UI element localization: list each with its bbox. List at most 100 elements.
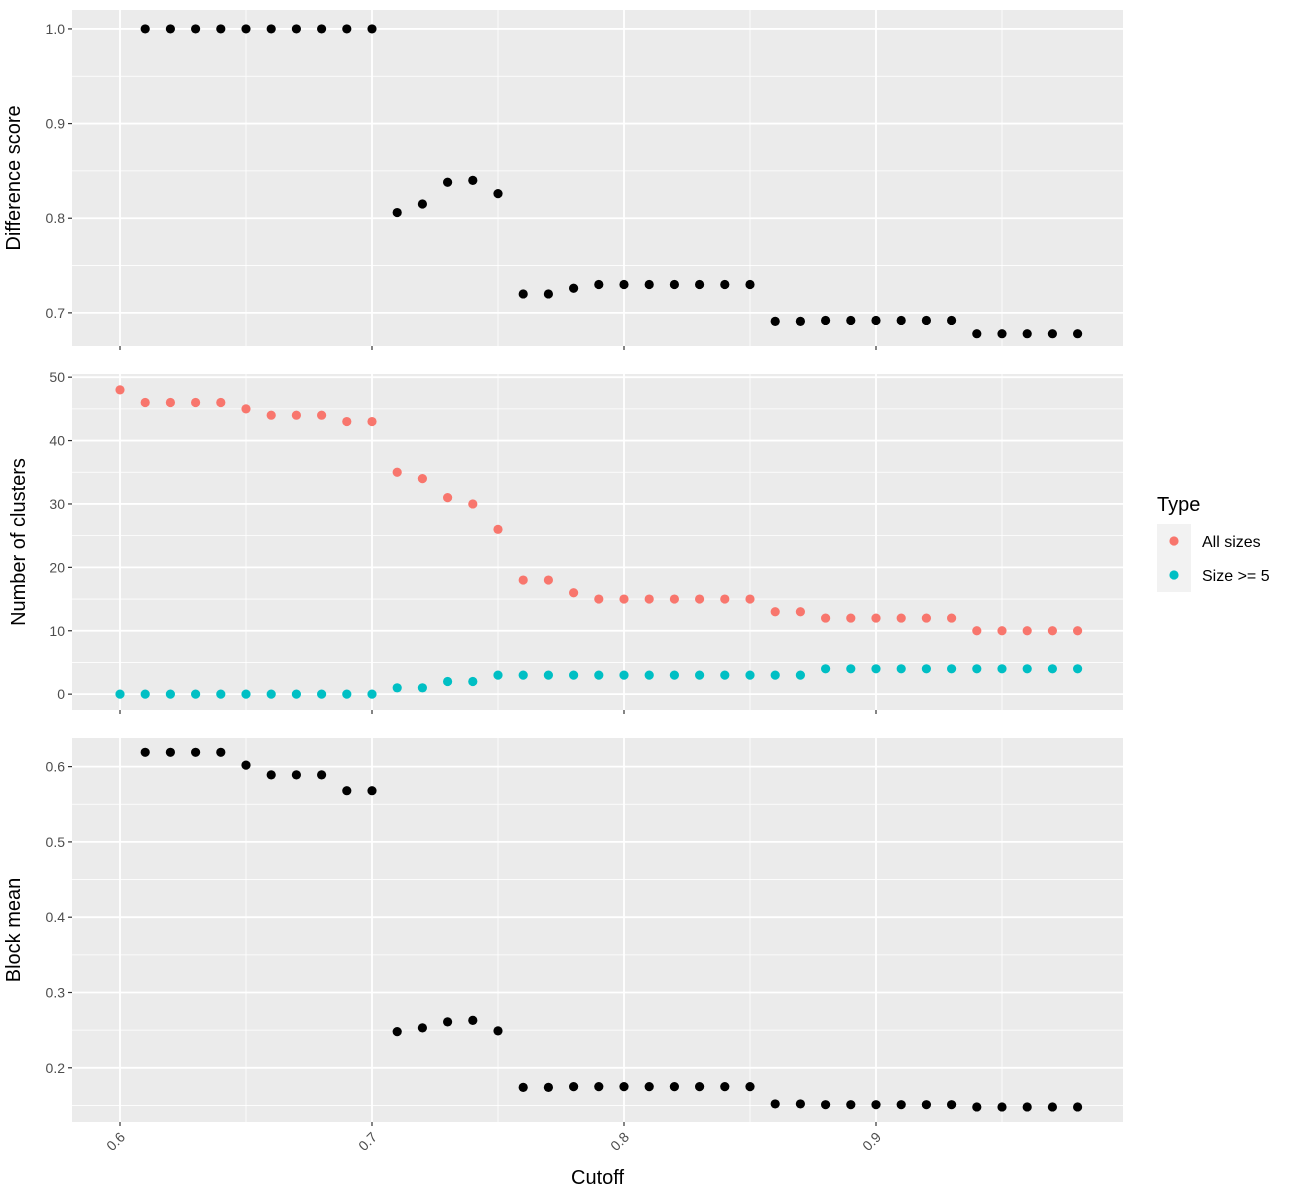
- data-point: [644, 279, 654, 290]
- data-point: [191, 397, 201, 408]
- data-point: [1022, 1102, 1032, 1112]
- data-point: [518, 670, 528, 680]
- data-point: [165, 747, 175, 757]
- data-point: [594, 279, 604, 290]
- data-point: [165, 397, 175, 408]
- series-1: [140, 747, 1083, 1112]
- data-point: [216, 24, 226, 34]
- data-point: [115, 385, 125, 395]
- data-point: [291, 24, 301, 34]
- legend: Type All sizes Size >= 5: [1157, 494, 1270, 592]
- y-axis-title: Block mean: [3, 878, 25, 983]
- data-point: [367, 416, 377, 427]
- data-point: [921, 664, 932, 674]
- series-2: [115, 664, 1083, 699]
- data-point: [644, 1082, 654, 1092]
- data-point: [1022, 329, 1032, 339]
- legend-swatch: [1169, 570, 1179, 580]
- data-point: [392, 207, 402, 218]
- data-point: [997, 626, 1007, 636]
- data-point: [1047, 329, 1057, 339]
- data-point: [745, 594, 755, 604]
- data-point: [569, 588, 579, 598]
- panel-3: 0.2 0.3 0.4 0.5 0.6 Block mean 0.6 0.7 0.8 0.9: [3, 738, 1123, 1154]
- data-point: [191, 689, 201, 699]
- data-point: [291, 410, 301, 420]
- data-point: [417, 683, 427, 693]
- data-point: [795, 1099, 806, 1109]
- data-point: [770, 316, 780, 326]
- data-point: [543, 289, 554, 299]
- panel-background: [72, 374, 1123, 710]
- y-axis-title: Number of clusters: [8, 458, 30, 626]
- x-tick-label: 0.7: [355, 1129, 380, 1154]
- data-point: [241, 689, 251, 699]
- data-point: [1073, 626, 1083, 636]
- data-point: [241, 760, 251, 770]
- data-point: [972, 329, 982, 339]
- data-point: [367, 786, 377, 796]
- data-point: [770, 607, 780, 617]
- series-1: [140, 24, 1083, 339]
- data-point: [241, 24, 251, 34]
- y-tick-label: 30: [49, 496, 65, 512]
- data-point: [468, 676, 478, 687]
- data-point: [443, 1017, 453, 1027]
- y-tick-label: 0.9: [46, 116, 66, 132]
- data-point: [896, 664, 906, 674]
- data-point: [795, 670, 806, 680]
- data-point: [1022, 626, 1032, 636]
- data-point: [165, 24, 175, 34]
- data-point: [518, 575, 528, 585]
- data-point: [619, 594, 629, 604]
- data-point: [140, 747, 150, 757]
- data-point: [493, 1026, 503, 1036]
- data-point: [543, 670, 554, 680]
- y-tick-label: 0.6: [46, 759, 66, 775]
- data-point: [543, 1082, 554, 1092]
- data-point: [720, 279, 730, 290]
- data-point: [695, 1082, 705, 1092]
- data-point: [669, 594, 680, 604]
- data-point: [619, 670, 629, 680]
- data-point: [417, 474, 427, 484]
- panel-background: [72, 738, 1123, 1122]
- data-point: [795, 607, 806, 617]
- data-point: [493, 524, 503, 534]
- data-point: [594, 1082, 604, 1092]
- y-tick-label: 40: [49, 433, 65, 449]
- data-point: [795, 316, 806, 326]
- data-point: [669, 670, 680, 680]
- data-point: [871, 664, 881, 674]
- data-point: [972, 1102, 982, 1112]
- data-point: [644, 670, 654, 680]
- data-point: [518, 289, 528, 299]
- data-point: [468, 175, 478, 185]
- data-point: [947, 315, 957, 326]
- data-point: [191, 747, 201, 757]
- data-point: [367, 24, 377, 34]
- data-point: [921, 613, 932, 623]
- x-axis-title: Cutoff: [571, 1167, 624, 1189]
- y-tick-label: 0.5: [46, 834, 66, 850]
- data-point: [266, 770, 276, 780]
- x-tick-label: 0.8: [607, 1129, 632, 1154]
- data-point: [543, 575, 554, 585]
- data-point: [871, 613, 881, 623]
- data-point: [493, 189, 503, 199]
- data-point: [1047, 664, 1057, 674]
- data-point: [997, 329, 1007, 339]
- data-point: [770, 670, 780, 680]
- data-point: [342, 24, 352, 34]
- series-1: [115, 385, 1083, 636]
- y-tick-label: 0.3: [46, 984, 66, 1000]
- data-point: [921, 315, 932, 326]
- data-point: [140, 397, 150, 408]
- legend-label: All sizes: [1202, 534, 1261, 551]
- panel-1: 0.7 0.8 0.9 1.0 Difference score: [3, 10, 1123, 350]
- y-tick-label: 0.7: [46, 305, 66, 321]
- y-tick-label: 50: [49, 369, 65, 385]
- data-point: [947, 664, 957, 674]
- data-point: [871, 1100, 881, 1110]
